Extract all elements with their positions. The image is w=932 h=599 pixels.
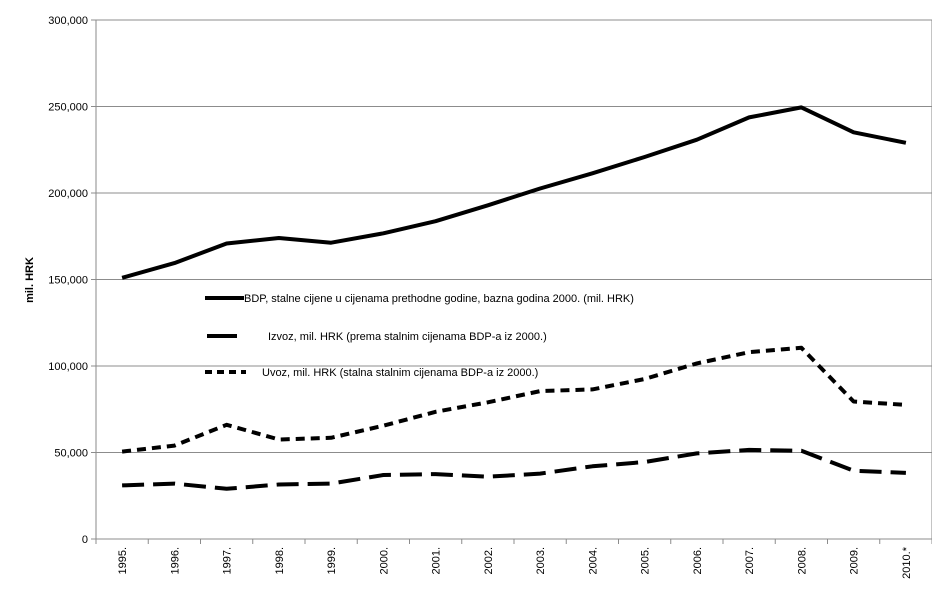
x-tick-label: 2010.*: [901, 546, 913, 579]
y-tick-label: 50,000: [54, 448, 88, 460]
x-tick-label: 2005.: [640, 547, 652, 575]
x-tick-label: 1999.: [326, 547, 338, 575]
x-tick-label: 2001.: [431, 547, 443, 575]
x-tick-label: 2003.: [535, 547, 547, 575]
legend-label-1: BDP, stalne cijene u cijenama prethodne …: [244, 293, 634, 305]
y-tick-label: 150,000: [48, 275, 88, 287]
y-tick-label: 200,000: [48, 188, 88, 200]
y-tick-label: 0: [82, 534, 88, 546]
x-tick-label: 2008.: [796, 547, 808, 575]
x-tick-label: 2000.: [378, 547, 390, 575]
x-tick-label: 1995.: [117, 547, 129, 575]
x-tick-label: 1998.: [274, 547, 286, 575]
x-tick-label: 2002.: [483, 547, 495, 575]
x-tick-label: 2007.: [744, 547, 756, 575]
legend-label-3: Uvoz, mil. HRK (stalna stalnim cijenama …: [262, 367, 538, 379]
y-tick-label: 250,000: [48, 102, 88, 114]
legend-label-2: Izvoz, mil. HRK (prema stalnim cijenama …: [268, 331, 547, 343]
x-tick-label: 1996.: [169, 547, 181, 575]
y-tick-label: 100,000: [48, 361, 88, 373]
x-tick-label: 1997.: [222, 547, 234, 575]
y-axis-title: mil. HRK: [24, 257, 36, 303]
y-tick-label: 300,000: [48, 15, 88, 27]
x-tick-label: 2004.: [587, 547, 599, 575]
x-tick-label: 2009.: [849, 547, 861, 575]
x-tick-label: 2006.: [692, 547, 704, 575]
